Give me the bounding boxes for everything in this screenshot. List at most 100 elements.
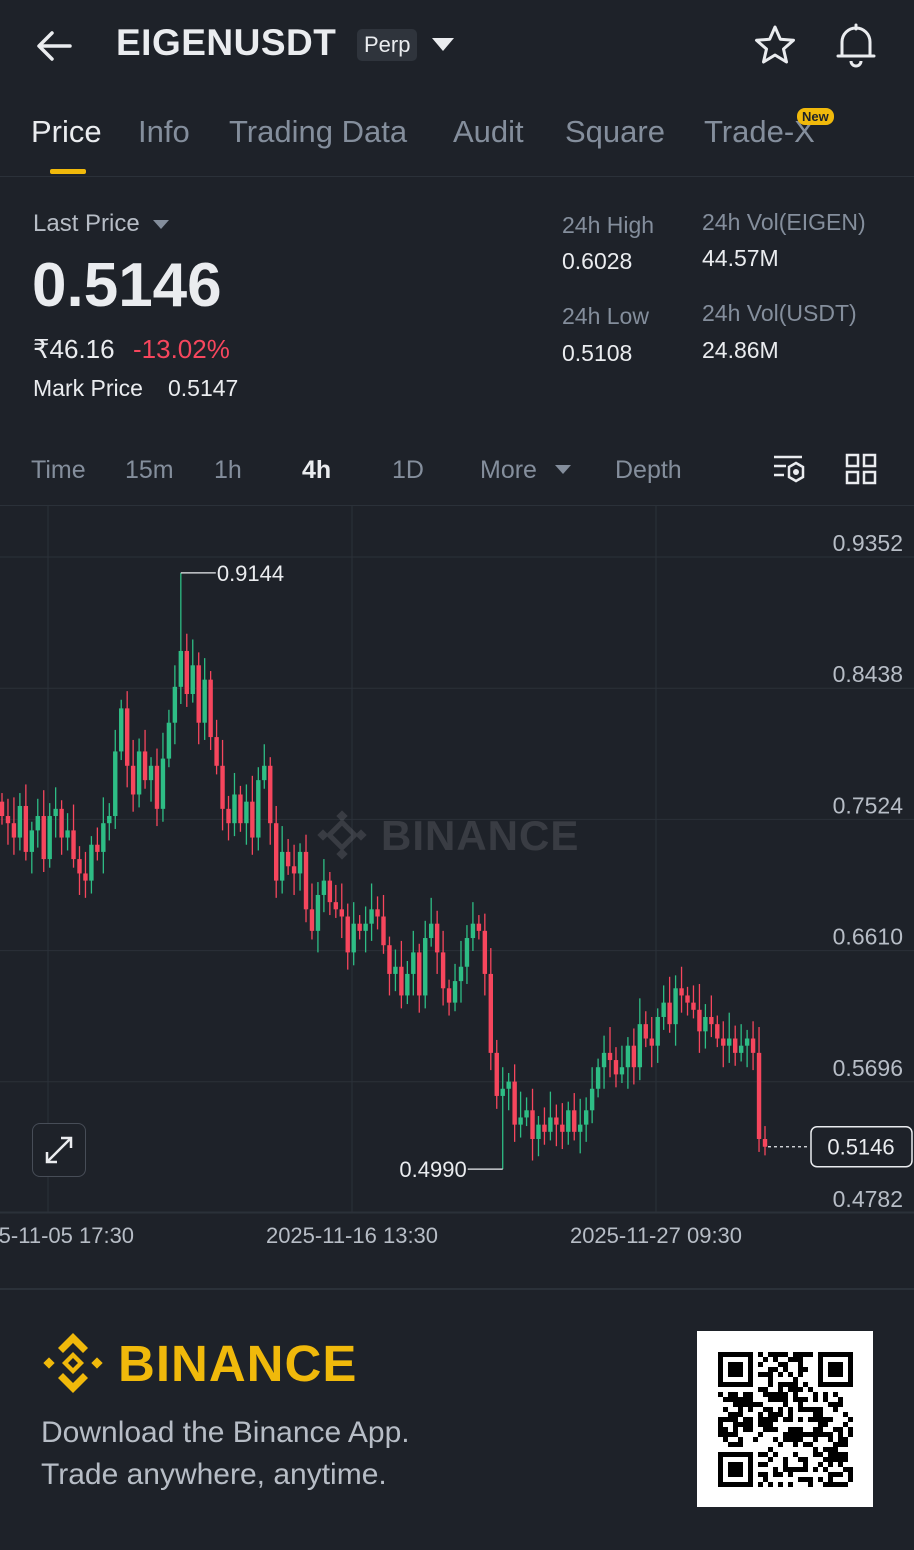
candle-body (697, 1009, 702, 1032)
candle-body (667, 1002, 672, 1025)
candle-body (160, 758, 166, 809)
tab-price[interactable]: Price (31, 114, 102, 149)
candle-body (399, 966, 404, 996)
candle-body (23, 805, 29, 852)
candle-body (643, 1024, 648, 1039)
candle-body (452, 981, 458, 1003)
candle-body (762, 1138, 768, 1147)
tab-trading-data[interactable]: Trading Data (229, 114, 408, 149)
candle-body (107, 816, 112, 824)
candle-body (637, 1024, 643, 1068)
candle-body (285, 851, 291, 867)
candle-body (566, 1110, 571, 1132)
expand-chart-button[interactable] (32, 1123, 86, 1177)
interval-1d[interactable]: 1D (392, 456, 424, 484)
binance-wordmark: BINANCE (118, 1335, 358, 1392)
candle-body (59, 808, 64, 838)
candle-body (369, 909, 374, 924)
mark-price-label: Mark Price (33, 375, 143, 401)
y-axis-tick-label: 0.9352 (833, 530, 903, 556)
candle-body (536, 1124, 541, 1139)
candle-body (673, 988, 678, 1025)
candle-body (196, 665, 201, 723)
more-dropdown-icon[interactable] (555, 465, 571, 474)
candle-body (321, 880, 327, 895)
candle-body (560, 1124, 565, 1132)
candle-body (351, 923, 356, 953)
candle-body (130, 765, 136, 795)
tab-audit[interactable]: Audit (453, 114, 524, 149)
candle-body (5, 816, 11, 824)
depth-tab[interactable]: Depth (615, 456, 682, 484)
interval-15m[interactable]: 15m (125, 456, 174, 484)
binance-logo-icon (43, 1333, 103, 1393)
candle-body (41, 816, 46, 860)
candle-body (715, 1024, 720, 1039)
vol-base-label: 24h Vol(EIGEN) (702, 209, 866, 235)
qr-code[interactable] (697, 1331, 873, 1507)
candle-body (375, 909, 380, 917)
star-icon[interactable] (754, 24, 796, 66)
candle-body (518, 1117, 523, 1125)
candle-body (542, 1124, 547, 1132)
interval-1h[interactable]: 1h (214, 456, 242, 484)
tab-trade-x[interactable]: Trade-X (704, 114, 815, 149)
candle-body (309, 909, 315, 931)
candle-body (148, 765, 154, 781)
candle-body (124, 708, 130, 766)
candle-body (583, 1110, 589, 1125)
symbol-title[interactable]: EIGENUSDT (116, 22, 337, 63)
chart-settings-icon[interactable] (772, 452, 806, 486)
candle-body (101, 823, 106, 852)
symbol-dropdown-icon[interactable] (432, 38, 454, 51)
new-badge: New (797, 108, 834, 125)
candle-body (113, 751, 118, 817)
candle-body (119, 708, 124, 752)
candle-body (363, 923, 368, 931)
tab-info[interactable]: Info (138, 114, 190, 149)
last-price-label[interactable]: Last Price (33, 210, 140, 237)
inr-price: ₹46.16 (33, 334, 115, 364)
candle-body (709, 1016, 714, 1025)
candle-body (458, 966, 464, 982)
candle-body (744, 1038, 750, 1046)
candle-body (411, 952, 416, 974)
download-line-2: Trade anywhere, anytime. (41, 1458, 387, 1491)
tab-square[interactable]: Square (565, 114, 665, 149)
candle-body (524, 1110, 529, 1118)
back-arrow-icon[interactable] (34, 26, 74, 66)
candle-body (381, 916, 386, 946)
candle-body (494, 1052, 499, 1096)
mark-price-value: 0.5147 (168, 375, 239, 401)
candle-body (470, 923, 476, 939)
candle-body (482, 930, 488, 974)
candle-body (661, 1002, 666, 1017)
interval-more[interactable]: More (480, 456, 537, 484)
candle-body (655, 1016, 660, 1046)
candle-body (387, 945, 392, 974)
bell-icon[interactable] (834, 22, 878, 68)
divider (0, 176, 914, 177)
candle-body (393, 966, 398, 974)
candle-body (512, 1081, 517, 1125)
interval-time[interactable]: Time (31, 456, 86, 484)
candle-body (476, 923, 482, 931)
candle-body (190, 665, 195, 695)
interval-4h[interactable]: 4h (302, 456, 332, 484)
candle-body (83, 873, 88, 881)
low-24h-label: 24h Low (562, 303, 649, 329)
high-marker-label: 0.9144 (217, 561, 284, 586)
grid-layout-icon[interactable] (845, 453, 877, 485)
candle-body (142, 751, 148, 781)
candle-body (35, 816, 40, 831)
candle-body (291, 866, 297, 874)
last-price-dropdown-icon[interactable] (153, 220, 169, 229)
candle-body (268, 765, 273, 824)
candle-body (274, 823, 279, 881)
candlestick-chart[interactable]: BINANCE 0.9144 0.4990 0.5146 0.9352 0.8438 0… (0, 506, 914, 1286)
candle-body (727, 1038, 732, 1046)
candle-body (589, 1088, 595, 1111)
high-24h-label: 24h High (562, 212, 655, 238)
candle-body (232, 794, 237, 824)
y-axis-tick-label: 0.5696 (833, 1055, 903, 1081)
